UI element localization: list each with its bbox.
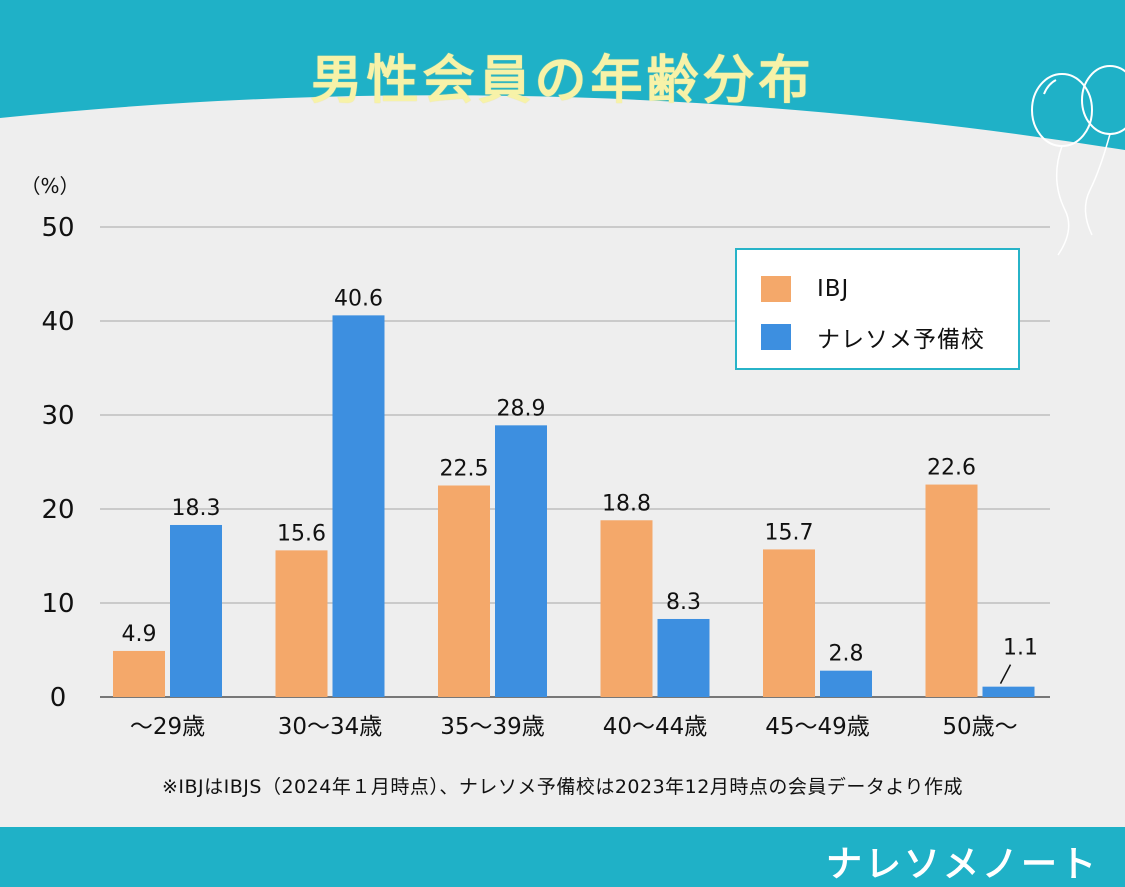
data-label: 22.6 <box>927 456 976 481</box>
data-label: 15.6 <box>277 521 326 546</box>
legend-item-ibj: IBJ <box>761 274 849 304</box>
bar-ibj <box>600 520 653 697</box>
legend-label-naresome: ナレソメ予備校 <box>817 327 985 353</box>
bar-ibj <box>438 485 490 697</box>
bar-ibj <box>113 650 165 697</box>
bar-ibj <box>763 549 815 697</box>
y-axis-unit-label: （%） <box>20 174 79 198</box>
data-label: 28.9 <box>497 396 546 421</box>
data-label: 8.3 <box>666 590 701 615</box>
x-tick-label: 30～34歳 <box>278 714 383 740</box>
y-tick-label: 0 <box>50 683 67 713</box>
data-label: 2.8 <box>829 642 864 667</box>
bar-naresome <box>657 618 710 697</box>
y-tick-label: 20 <box>41 495 74 525</box>
bar-chart: （%） 0 10 20 30 40 50 4.9 18.3 15.6 40.6 22.5 28.9 1… <box>20 174 1050 740</box>
y-tick-label: 10 <box>41 589 74 619</box>
data-label-leader <box>999 664 1012 685</box>
bar-ibj <box>925 484 978 697</box>
page-title: 男性会員の年齢分布 <box>310 51 815 111</box>
footnote: ※IBJはIBJS（2024年１月時点）、ナレソメ予備校は2023年12月時点の… <box>162 776 963 798</box>
bar-ibj <box>275 550 328 697</box>
header-background <box>0 0 1125 150</box>
data-label: 18.8 <box>602 491 651 516</box>
legend-item-naresome: ナレソメ予備校 <box>761 322 985 353</box>
data-label: 15.7 <box>765 520 814 545</box>
x-tick-label: 35～39歳 <box>440 714 545 740</box>
x-tick-label: 50歳～ <box>942 714 1017 740</box>
bar-naresome <box>495 425 547 697</box>
x-tick-label: ～29歳 <box>130 714 205 740</box>
chart-legend: IBJ ナレソメ予備校 <box>735 248 1020 370</box>
bar-naresome <box>332 315 385 697</box>
y-tick-label: 50 <box>41 213 74 243</box>
data-label: 18.3 <box>172 496 221 521</box>
bar-naresome <box>982 686 1035 697</box>
legend-swatch-ibj <box>761 276 791 302</box>
brand-logo: ナレソメノート <box>825 844 1099 885</box>
data-label: 1.1 <box>1003 636 1038 661</box>
bar-naresome <box>820 670 872 697</box>
y-tick-label: 30 <box>41 401 74 431</box>
x-tick-label: 45～49歳 <box>765 714 870 740</box>
x-tick-label: 40～44歳 <box>603 714 708 740</box>
balloon-icon <box>1031 65 1125 256</box>
y-tick-label: 40 <box>41 307 74 337</box>
legend-label-ibj: IBJ <box>817 276 850 302</box>
data-label: 22.5 <box>440 457 489 482</box>
footer-bar: ナレソメノート <box>0 827 1125 887</box>
data-label: 4.9 <box>122 622 157 647</box>
bar-naresome <box>170 524 222 697</box>
data-label: 40.6 <box>334 286 383 311</box>
legend-swatch-naresome <box>761 324 791 350</box>
